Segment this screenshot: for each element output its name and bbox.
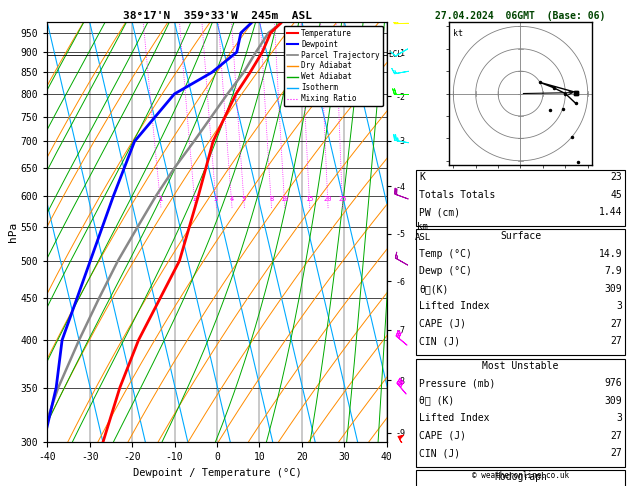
Title: 38°17'N  359°33'W  245m  ASL: 38°17'N 359°33'W 245m ASL bbox=[123, 11, 311, 21]
Text: K: K bbox=[419, 172, 425, 182]
X-axis label: Dewpoint / Temperature (°C): Dewpoint / Temperature (°C) bbox=[133, 468, 301, 478]
Text: 25: 25 bbox=[338, 196, 347, 202]
Text: Lifted Index: Lifted Index bbox=[419, 301, 489, 312]
Text: 15: 15 bbox=[305, 196, 314, 202]
Text: 27: 27 bbox=[610, 448, 622, 458]
Text: CIN (J): CIN (J) bbox=[419, 336, 460, 347]
Text: LCL: LCL bbox=[389, 51, 403, 59]
Text: 23: 23 bbox=[610, 172, 622, 182]
Text: PW (cm): PW (cm) bbox=[419, 207, 460, 217]
Text: 309: 309 bbox=[604, 396, 622, 406]
Text: 1: 1 bbox=[159, 196, 162, 202]
Text: 309: 309 bbox=[604, 284, 622, 294]
Text: 2: 2 bbox=[192, 196, 197, 202]
Text: 14.9: 14.9 bbox=[599, 249, 622, 259]
Text: 20: 20 bbox=[323, 196, 332, 202]
Text: 5: 5 bbox=[242, 196, 246, 202]
Text: 1.44: 1.44 bbox=[599, 207, 622, 217]
Y-axis label: km
ASL: km ASL bbox=[415, 223, 431, 242]
Text: CAPE (J): CAPE (J) bbox=[419, 319, 466, 329]
Text: 27: 27 bbox=[610, 319, 622, 329]
Text: CIN (J): CIN (J) bbox=[419, 448, 460, 458]
Text: Lifted Index: Lifted Index bbox=[419, 413, 489, 423]
Text: 3: 3 bbox=[616, 413, 622, 423]
Text: 976: 976 bbox=[604, 378, 622, 388]
Text: Totals Totals: Totals Totals bbox=[419, 190, 495, 200]
Text: 4: 4 bbox=[230, 196, 234, 202]
Text: 7.9: 7.9 bbox=[604, 266, 622, 277]
Text: 3: 3 bbox=[616, 301, 622, 312]
Text: θᴇ(K): θᴇ(K) bbox=[419, 284, 448, 294]
Text: 8: 8 bbox=[269, 196, 273, 202]
Text: 27: 27 bbox=[610, 336, 622, 347]
Text: Temp (°C): Temp (°C) bbox=[419, 249, 472, 259]
Text: Most Unstable: Most Unstable bbox=[482, 361, 559, 371]
Text: Hodograph: Hodograph bbox=[494, 472, 547, 483]
Text: 3: 3 bbox=[214, 196, 218, 202]
Text: Surface: Surface bbox=[500, 231, 541, 242]
Text: 27: 27 bbox=[610, 431, 622, 441]
Text: kt: kt bbox=[454, 29, 464, 37]
Text: Pressure (mb): Pressure (mb) bbox=[419, 378, 495, 388]
Y-axis label: hPa: hPa bbox=[8, 222, 18, 242]
Text: 27.04.2024  06GMT  (Base: 06): 27.04.2024 06GMT (Base: 06) bbox=[435, 11, 606, 21]
Legend: Temperature, Dewpoint, Parcel Trajectory, Dry Adiabat, Wet Adiabat, Isotherm, Mi: Temperature, Dewpoint, Parcel Trajectory… bbox=[284, 26, 383, 106]
Text: Dewp (°C): Dewp (°C) bbox=[419, 266, 472, 277]
Text: CAPE (J): CAPE (J) bbox=[419, 431, 466, 441]
Text: 45: 45 bbox=[610, 190, 622, 200]
Text: θᴇ (K): θᴇ (K) bbox=[419, 396, 454, 406]
Text: © weatheronline.co.uk: © weatheronline.co.uk bbox=[472, 471, 569, 480]
Text: 10: 10 bbox=[281, 196, 289, 202]
